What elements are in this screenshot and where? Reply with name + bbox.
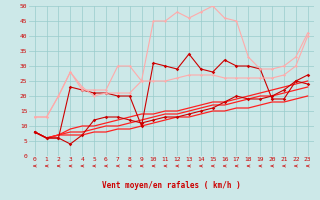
Text: Vent moyen/en rafales ( km/h ): Vent moyen/en rafales ( km/h ) bbox=[102, 182, 241, 190]
